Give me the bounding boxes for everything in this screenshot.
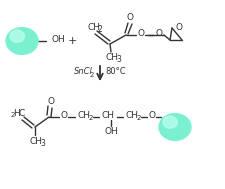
Text: 2: 2: [11, 112, 15, 118]
Circle shape: [162, 116, 177, 128]
Text: 3: 3: [116, 56, 121, 64]
Text: O: O: [148, 112, 155, 121]
Text: O: O: [175, 22, 182, 32]
Text: O: O: [126, 13, 133, 22]
Text: O: O: [60, 112, 67, 121]
Text: O: O: [155, 29, 162, 37]
Text: OH: OH: [52, 36, 65, 44]
Text: 2: 2: [97, 25, 102, 33]
Circle shape: [6, 28, 38, 54]
Text: CH: CH: [125, 112, 138, 121]
Text: CH: CH: [101, 112, 114, 121]
Text: H: H: [14, 108, 20, 118]
Text: 3: 3: [40, 139, 45, 147]
Text: O: O: [137, 29, 144, 37]
Text: CH: CH: [29, 136, 42, 146]
Text: 2: 2: [88, 115, 93, 121]
Text: CH: CH: [105, 53, 118, 63]
Text: CH: CH: [87, 22, 100, 32]
Circle shape: [10, 30, 24, 42]
Text: 2: 2: [136, 115, 141, 121]
Text: 2: 2: [89, 72, 94, 78]
Text: SnCl: SnCl: [73, 67, 92, 77]
Text: C: C: [19, 108, 25, 118]
Text: O: O: [47, 97, 54, 105]
Text: 80°C: 80°C: [105, 67, 126, 77]
Text: OH: OH: [104, 126, 117, 136]
Circle shape: [158, 114, 190, 140]
Text: CH: CH: [77, 112, 90, 121]
Text: +: +: [67, 36, 76, 46]
